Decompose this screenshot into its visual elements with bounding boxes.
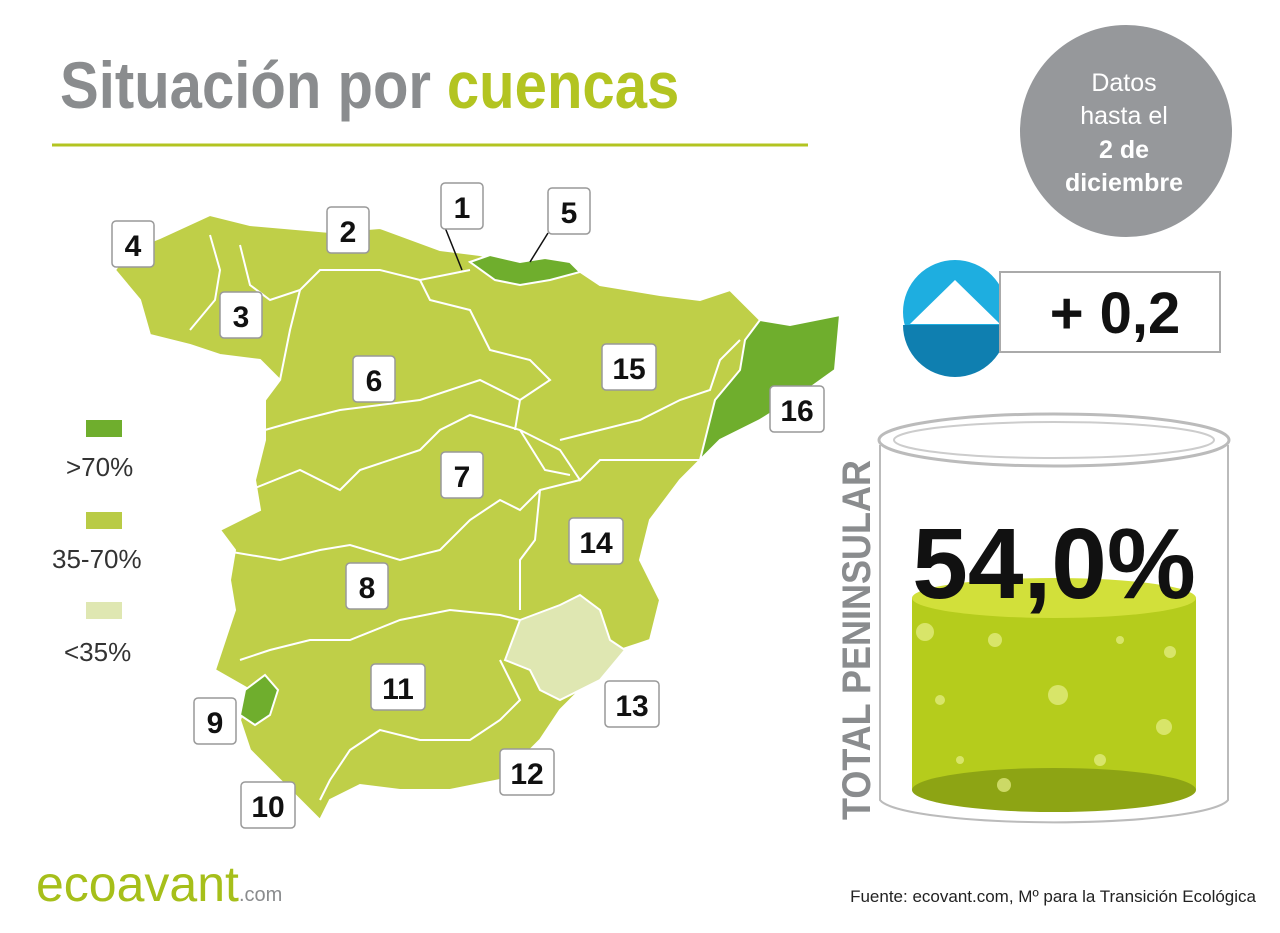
date-line: 2 de bbox=[1099, 136, 1149, 164]
basin-label-box bbox=[547, 187, 591, 235]
basin-label-box bbox=[240, 781, 296, 829]
logo-suffix: .com bbox=[239, 884, 282, 906]
change-box bbox=[999, 271, 1221, 353]
basin-borders bbox=[189, 234, 741, 801]
basin-label: 9 bbox=[207, 707, 224, 740]
basin-label: 6 bbox=[366, 365, 383, 398]
basin-label: 14 bbox=[579, 527, 613, 560]
jar bbox=[877, 412, 1231, 824]
basin-label-box bbox=[219, 291, 263, 339]
basin-label: 1 bbox=[454, 192, 471, 225]
basin-label-box bbox=[370, 663, 426, 711]
basin-label: 10 bbox=[251, 791, 284, 824]
basin-label: 11 bbox=[382, 673, 414, 706]
basin-label: 5 bbox=[561, 197, 578, 230]
change-icon-shade bbox=[903, 325, 1007, 377]
basin-label: 4 bbox=[125, 230, 142, 263]
basin-region bbox=[238, 673, 280, 727]
basin-label: 16 bbox=[780, 395, 813, 428]
basin-label-box bbox=[568, 517, 624, 565]
total-label: TOTAL PENINSULAR bbox=[835, 460, 879, 820]
date-line: Datos bbox=[1091, 69, 1156, 97]
basin-label: 8 bbox=[359, 572, 376, 605]
change-arrow bbox=[910, 280, 1000, 324]
basin-label: 7 bbox=[454, 461, 471, 494]
date-line: diciembre bbox=[1065, 169, 1183, 197]
logo-name: ecoavant bbox=[36, 856, 239, 912]
basin-label-box bbox=[111, 220, 155, 268]
liquid-bottom bbox=[912, 768, 1196, 812]
legend-swatch bbox=[86, 420, 122, 437]
basin-label: 13 bbox=[615, 690, 648, 723]
basin-label-box bbox=[604, 680, 660, 728]
title-part: Situación por bbox=[60, 50, 431, 123]
logo: ecoavant.com bbox=[36, 856, 282, 912]
basin-label-box bbox=[352, 355, 396, 403]
basin-label-box bbox=[499, 748, 555, 796]
basin-label-box bbox=[440, 451, 484, 499]
basin-label-box bbox=[440, 182, 484, 230]
date-badge bbox=[1020, 25, 1232, 237]
basin-label-box bbox=[326, 206, 370, 254]
legend-swatch bbox=[86, 602, 122, 619]
basin-label: 15 bbox=[612, 353, 645, 386]
legend-label: <35% bbox=[64, 637, 131, 667]
legend-label: >70% bbox=[66, 452, 133, 482]
source: Fuente: ecovant.com, Mº para la Transici… bbox=[850, 887, 1256, 906]
basin-label: 12 bbox=[510, 758, 543, 791]
bubbles bbox=[916, 623, 1176, 792]
legend-swatch bbox=[86, 512, 122, 529]
leader-line bbox=[443, 224, 463, 271]
basin-label-box bbox=[601, 343, 657, 391]
basin-label-box bbox=[345, 562, 389, 610]
basin-label: 3 bbox=[233, 301, 250, 334]
title-highlight: cuencas bbox=[447, 50, 679, 123]
basin-region bbox=[467, 253, 582, 287]
change-value: + 0,2 bbox=[1050, 281, 1181, 346]
basin-label-box bbox=[193, 697, 237, 745]
date-text: Datos hasta el 2 de diciembre bbox=[1065, 69, 1183, 197]
peninsula bbox=[113, 213, 842, 822]
basin-label-box bbox=[769, 385, 825, 433]
title: Situación por cuencas bbox=[60, 50, 679, 123]
basin-label: 2 bbox=[340, 216, 357, 249]
total-value: 54,0% bbox=[912, 508, 1196, 620]
legend-label: 35-70% bbox=[52, 544, 142, 574]
leader-line bbox=[529, 232, 549, 263]
date-line: hasta el bbox=[1080, 102, 1168, 130]
basin-region bbox=[503, 593, 627, 702]
liquid-top bbox=[912, 578, 1196, 618]
